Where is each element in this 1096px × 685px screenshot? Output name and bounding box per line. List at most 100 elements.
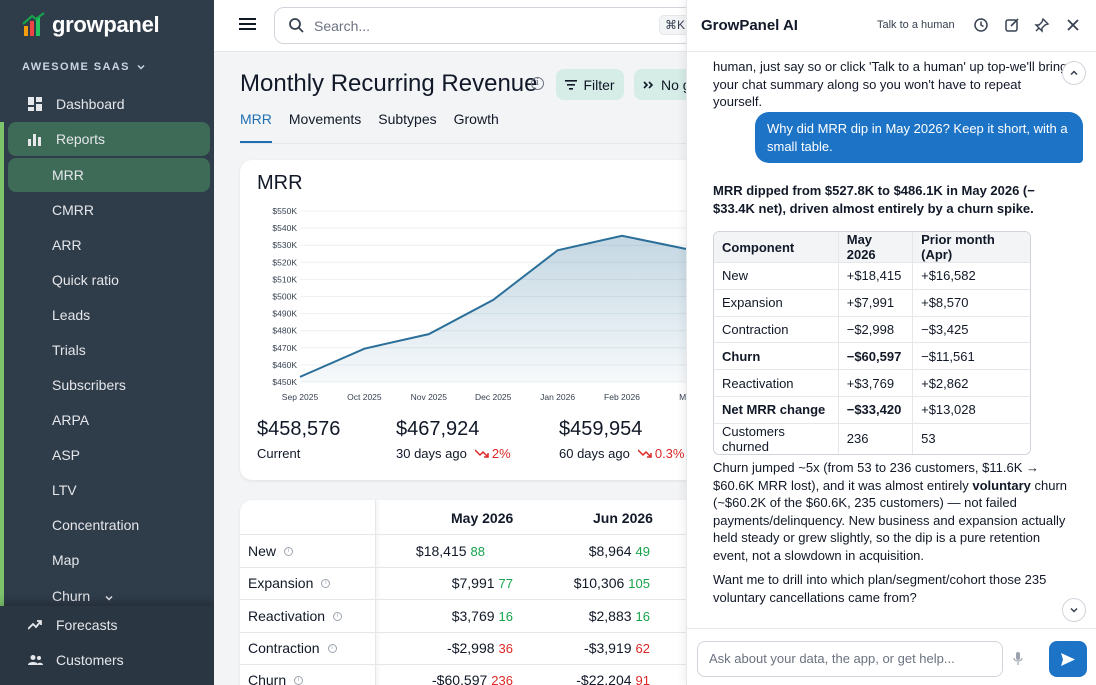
sidebar-item-trials[interactable]: Trials (8, 333, 210, 367)
ai-input-box[interactable] (697, 641, 1003, 677)
sidebar-item-churn[interactable]: Churn (8, 579, 210, 613)
sidebar-item-label: ARR (52, 237, 82, 253)
org-switcher[interactable]: AWESOME SAAS (22, 61, 146, 73)
table-cell[interactable]: $10,306 105 (573, 575, 650, 591)
stat-label: 60 days ago (559, 446, 630, 461)
talk-to-human-button[interactable]: Talk to a human (877, 19, 955, 31)
row-label-reactivation: Reactivation i (248, 608, 343, 624)
sidebar-item-label: Customers (56, 652, 124, 668)
info-icon[interactable]: i (284, 546, 294, 556)
y-tick-label: $540K (272, 223, 297, 233)
send-button[interactable] (1049, 641, 1087, 677)
mrr-chart[interactable]: $450K $460K $470K $480K $490K $500K $510K $520K… (240, 160, 710, 410)
sidebar-item-arr[interactable]: ARR (8, 228, 210, 262)
sidebar-item-dashboard[interactable]: Dashboard (8, 87, 210, 121)
x-tick-label: Nov 2025 (411, 392, 448, 402)
table-cell[interactable]: $7,991 77 (451, 575, 513, 591)
table-cell[interactable]: $3,769 16 (451, 608, 513, 624)
table-cell[interactable]: $8,964 49 (588, 543, 650, 559)
sidebar-item-label: Concentration (52, 517, 140, 533)
table-cell[interactable]: $2,883 16 (588, 608, 650, 624)
table-cell[interactable]: $18,415 88 (415, 543, 485, 559)
ai-panel-header: GrowPanel AI Talk to a human (687, 0, 1096, 52)
assistant-explanation: Churn jumped ~5x (from 53 to 236 custome… (713, 460, 1068, 563)
info-icon[interactable]: i (327, 643, 337, 653)
sidebar-item-label: Quick ratio (52, 272, 119, 288)
stat-value: $467,924 (396, 418, 480, 440)
group-by-button[interactable]: No g (634, 69, 694, 100)
ai-conversation: human, just say so or click 'Talk to a h… (687, 52, 1096, 628)
info-icon[interactable]: i (321, 578, 331, 588)
stat-value: $459,954 (559, 418, 643, 440)
user-message: Why did MRR dip in May 2026? Keep it sho… (755, 112, 1083, 163)
table-label-column (240, 500, 376, 685)
chart-title: MRR (257, 172, 303, 194)
sidebar-item-asp[interactable]: ASP (8, 438, 210, 472)
mrr-chart-card: MRR $450K $460K $470K $480K $490K $500K $510K $… (240, 160, 710, 480)
stat-current: $458,576 Current (257, 418, 340, 461)
trend-down-icon (637, 449, 652, 458)
search-box[interactable]: ⌘K (274, 7, 694, 44)
send-icon (1061, 652, 1075, 666)
sidebar-item-ltv[interactable]: LTV (8, 473, 210, 507)
sidebar-item-label: Leads (52, 307, 91, 323)
sidebar-item-forecasts[interactable]: Forecasts (8, 608, 210, 642)
y-tick-label: $500K (272, 292, 297, 302)
new-chat-icon[interactable] (1004, 17, 1020, 33)
table-cell[interactable]: -$2,998 36 (447, 640, 513, 656)
sidebar-item-label: MRR (52, 167, 84, 183)
sidebar-item-cmrr[interactable]: CMRR (8, 193, 210, 227)
sidebar-item-mrr[interactable]: MRR (8, 158, 210, 192)
tab-mrr[interactable]: MRR (240, 111, 272, 143)
y-tick-label: $530K (272, 240, 297, 250)
sidebar-item-leads[interactable]: Leads (8, 298, 210, 332)
filter-icon (565, 79, 578, 90)
top-bar: ⌘K (214, 0, 694, 52)
table-cell[interactable]: -$3,919 62 (584, 640, 650, 656)
pin-icon[interactable] (1034, 17, 1050, 33)
ai-message-input[interactable] (709, 651, 989, 666)
info-icon[interactable]: i (294, 675, 304, 685)
chevron-down-icon (105, 595, 113, 601)
filter-button[interactable]: Filter (556, 69, 624, 100)
table-cell[interactable]: -$60,597 236 (432, 672, 513, 685)
y-tick-label: $490K (272, 309, 297, 319)
sidebar-item-label: Subscribers (52, 377, 126, 393)
assistant-message: human, just say so or click 'Talk to a h… (713, 59, 1068, 109)
info-icon[interactable]: i (531, 77, 544, 90)
chevron-down-icon (1070, 607, 1078, 613)
sidebar-item-customers[interactable]: Customers (8, 643, 210, 677)
sidebar-item-quick-ratio[interactable]: Quick ratio (8, 263, 210, 297)
sidebar-item-map[interactable]: Map (8, 543, 210, 577)
sidebar-item-reports[interactable]: Reports (8, 122, 210, 156)
stat-30-days: $467,924 30 days ago 2% (396, 418, 511, 461)
search-input[interactable] (314, 17, 644, 34)
menu-icon[interactable] (239, 16, 257, 32)
sidebar-item-arpa[interactable]: ARPA (8, 403, 210, 437)
mrr-area (300, 235, 687, 382)
change-value: 0.3% (654, 446, 685, 461)
growpanel-logo-icon (22, 12, 45, 36)
scroll-up-button[interactable] (1062, 61, 1086, 85)
y-tick-label: $470K (272, 343, 297, 353)
tab-growth[interactable]: Growth (453, 111, 499, 127)
chevron-up-icon (1070, 70, 1078, 76)
microphone-icon[interactable] (1013, 652, 1023, 666)
table-cell[interactable]: -$22,204 91 (576, 672, 650, 685)
info-icon[interactable]: i (333, 611, 343, 621)
tab-subtypes[interactable]: Subtypes (378, 111, 437, 127)
trend-down-icon (474, 449, 489, 458)
sidebar-item-subscribers[interactable]: Subscribers (8, 368, 210, 402)
scroll-down-button[interactable] (1062, 598, 1086, 622)
sidebar-item-concentration[interactable]: Concentration (8, 508, 210, 542)
y-tick-label: $460K (272, 360, 297, 370)
tab-movements[interactable]: Movements (288, 111, 362, 127)
sidebar-item-label: ARPA (52, 412, 90, 428)
y-tick-label: $510K (272, 274, 297, 284)
table-row: Contraction −$2,998 −$3,425 (714, 316, 1030, 344)
sidebar-item-label: Forecasts (56, 617, 118, 633)
history-icon[interactable] (973, 17, 989, 33)
change-badge: 2% (474, 446, 511, 461)
close-icon[interactable] (1065, 17, 1081, 33)
logo[interactable]: growpanel (22, 12, 160, 38)
